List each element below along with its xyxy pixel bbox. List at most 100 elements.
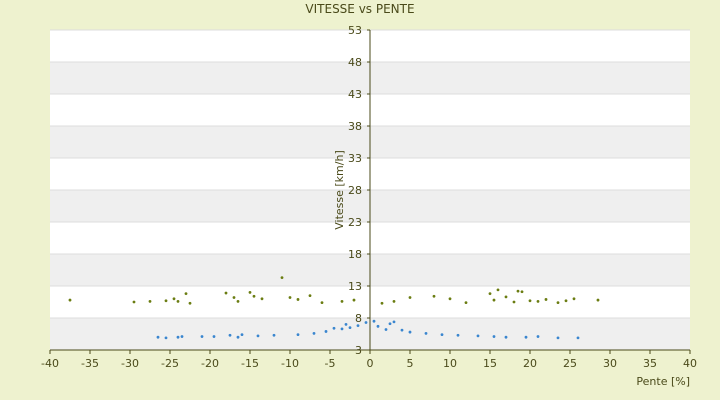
x-tick-label: 10	[443, 357, 457, 370]
x-tick-label: 0	[367, 357, 374, 370]
data-point	[424, 331, 428, 335]
x-tick-label: -30	[121, 357, 139, 370]
data-point	[496, 288, 500, 292]
data-point	[332, 326, 336, 330]
x-tick-label: 5	[407, 357, 414, 370]
data-point	[340, 299, 344, 303]
data-point	[252, 294, 256, 298]
data-point	[344, 323, 348, 326]
data-point	[364, 321, 368, 324]
data-point	[236, 299, 240, 303]
data-point	[492, 298, 496, 302]
data-point	[200, 335, 204, 338]
data-point	[236, 335, 240, 339]
data-point	[176, 299, 180, 303]
x-tick-label: 15	[483, 357, 497, 370]
data-point	[376, 324, 380, 328]
data-point	[232, 296, 236, 299]
data-points	[68, 276, 600, 340]
y-tick-labels: 38131823283338434853	[348, 24, 370, 357]
y-tick-label: 33	[348, 152, 362, 165]
data-point	[68, 298, 72, 302]
y-tick-label: 23	[348, 216, 362, 229]
x-tick-labels: -40 -35 -30 -25 -20 -15 -10 -5 0 5 10 15 20 25 30 35 40	[41, 350, 697, 370]
data-point	[352, 298, 356, 302]
data-point	[516, 289, 520, 293]
x-tick-label: 30	[603, 357, 617, 370]
data-point	[556, 336, 560, 340]
x-tick-label: -5	[325, 357, 336, 370]
data-point	[492, 335, 496, 338]
data-point	[440, 333, 444, 337]
data-point	[156, 335, 160, 339]
data-point	[400, 328, 404, 332]
data-point	[512, 300, 516, 304]
x-tick-label: -20	[201, 357, 219, 370]
data-point	[448, 297, 452, 301]
y-tick-label: 48	[348, 56, 362, 69]
x-tick-label: 35	[643, 357, 657, 370]
data-point	[528, 299, 532, 303]
data-point	[488, 292, 492, 296]
chart-title: VITESSE vs PENTE	[305, 2, 415, 16]
data-point	[324, 330, 328, 333]
x-tick-label: -35	[81, 357, 99, 370]
data-point	[572, 297, 576, 301]
data-point	[348, 326, 352, 329]
data-point	[148, 299, 152, 303]
x-tick-label: -10	[281, 357, 299, 370]
data-point	[296, 333, 300, 337]
data-point	[308, 294, 312, 297]
data-point	[380, 301, 384, 305]
data-point	[172, 297, 176, 301]
y-tick-label: 38	[348, 120, 362, 133]
data-point	[596, 298, 600, 302]
data-point	[408, 330, 412, 334]
data-point	[520, 290, 524, 294]
data-point	[164, 336, 168, 340]
x-tick-label: 20	[523, 357, 537, 370]
y-tick-label: 28	[348, 184, 362, 197]
data-point	[504, 295, 508, 299]
data-point	[456, 333, 460, 337]
data-point	[384, 328, 388, 331]
x-tick-label: 25	[563, 357, 577, 370]
data-point	[260, 297, 264, 301]
data-point	[340, 327, 344, 331]
data-point	[536, 335, 540, 338]
x-tick-label: -40	[41, 357, 59, 370]
data-point	[240, 333, 244, 337]
x-tick-label: 40	[683, 357, 697, 370]
data-point	[476, 334, 480, 338]
data-point	[320, 301, 324, 305]
data-point	[176, 335, 180, 339]
data-point	[536, 299, 540, 303]
data-point	[212, 335, 216, 338]
y-tick-label: 18	[348, 248, 362, 261]
x-axis-label: Pente [%]	[636, 375, 690, 388]
data-point	[524, 335, 528, 339]
data-point	[184, 292, 188, 296]
data-point	[164, 299, 168, 303]
data-point	[356, 324, 360, 328]
data-point	[372, 319, 376, 323]
data-point	[392, 320, 396, 324]
data-point	[388, 322, 392, 326]
data-point	[432, 294, 436, 298]
data-point	[564, 299, 568, 303]
data-point	[256, 334, 260, 338]
data-point	[312, 331, 316, 335]
data-point	[544, 298, 548, 301]
y-tick-label: 43	[348, 88, 362, 101]
x-tick-label: -25	[161, 357, 179, 370]
data-point	[408, 296, 412, 299]
y-axis-label: Vitesse [km/h]	[333, 150, 346, 230]
data-point	[288, 296, 292, 299]
data-point	[272, 333, 276, 337]
data-point	[228, 333, 232, 337]
data-point	[248, 291, 252, 294]
data-point	[556, 301, 560, 305]
data-point	[296, 298, 300, 301]
data-point	[464, 301, 468, 305]
